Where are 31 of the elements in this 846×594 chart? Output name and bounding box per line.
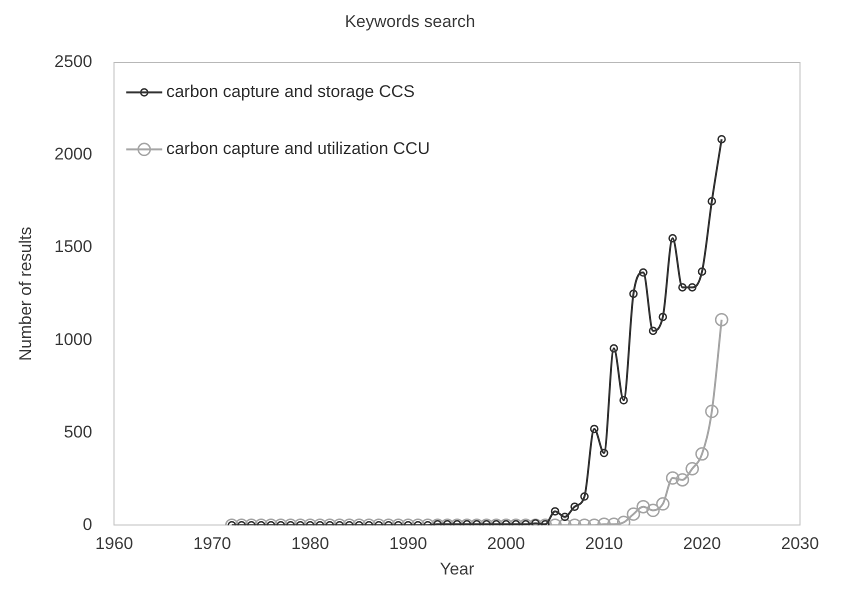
y-tick-label: 1500 <box>54 237 92 256</box>
chart-title: Keywords search <box>344 12 476 31</box>
point <box>714 312 728 326</box>
x-tick-label: 1980 <box>291 534 330 554</box>
x-tick-label: 1990 <box>389 534 428 554</box>
x-tick-label: 2020 <box>683 534 721 554</box>
legend-label: carbon capture and storage CCS <box>166 82 415 102</box>
y-tick-label: 2500 <box>54 52 92 72</box>
point <box>688 283 696 292</box>
x-tick-label: 2030 <box>781 534 819 554</box>
x-tick-label: 1960 <box>95 534 134 554</box>
x-tick-label: 2010 <box>585 534 623 554</box>
point <box>610 344 618 353</box>
point <box>708 196 716 206</box>
point <box>698 267 706 276</box>
point <box>619 396 628 404</box>
y-tick-label: 1000 <box>54 330 92 349</box>
point <box>678 283 687 292</box>
point <box>668 234 677 243</box>
point <box>658 312 668 322</box>
y-tick-label: 2000 <box>54 144 92 164</box>
point <box>648 326 658 336</box>
y-axis-title: Number of results <box>16 226 35 361</box>
legend-label: carbon capture and utilization CCU <box>166 139 430 158</box>
x-axis-title: Year <box>440 559 475 578</box>
x-tick-label: 2000 <box>487 534 526 554</box>
y-tick-label: 500 <box>64 422 92 442</box>
x-tick-label: 1970 <box>193 534 232 554</box>
point <box>639 268 648 277</box>
point <box>629 290 638 298</box>
y-tick-label: 0 <box>82 514 92 534</box>
